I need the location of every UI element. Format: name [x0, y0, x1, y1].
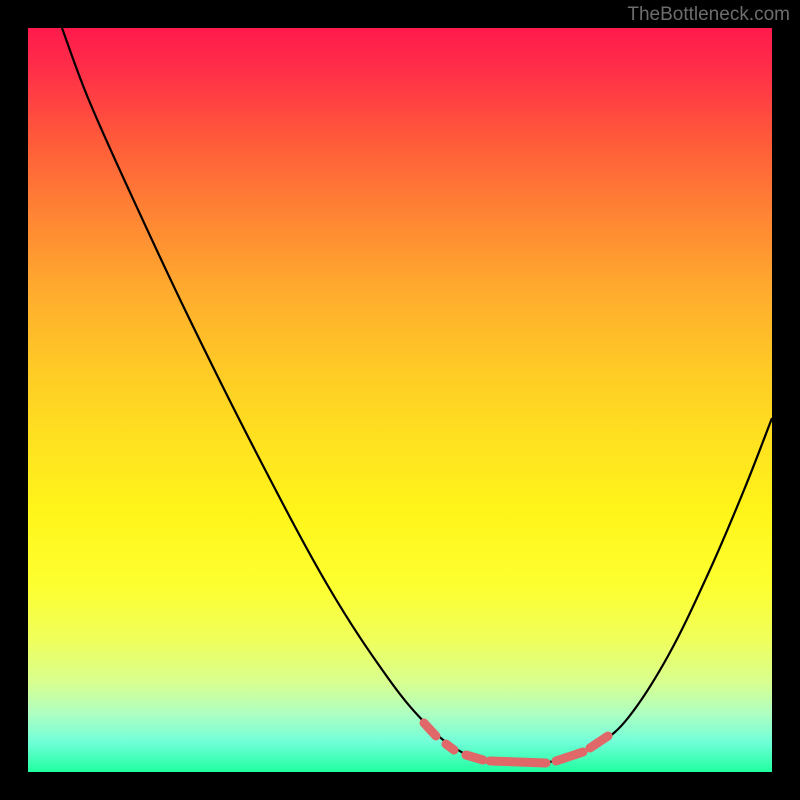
marker-segment [590, 736, 608, 748]
marker-segment [490, 761, 546, 763]
bottleneck-curve [62, 28, 772, 764]
marker-segment [446, 744, 454, 750]
marker-segments [424, 723, 608, 763]
marker-segment [466, 755, 483, 760]
marker-segment [424, 723, 436, 736]
watermark-text: TheBottleneck.com [627, 4, 790, 26]
curve-svg [28, 28, 772, 772]
marker-segment [556, 752, 583, 761]
chart-plot-area [28, 28, 772, 772]
